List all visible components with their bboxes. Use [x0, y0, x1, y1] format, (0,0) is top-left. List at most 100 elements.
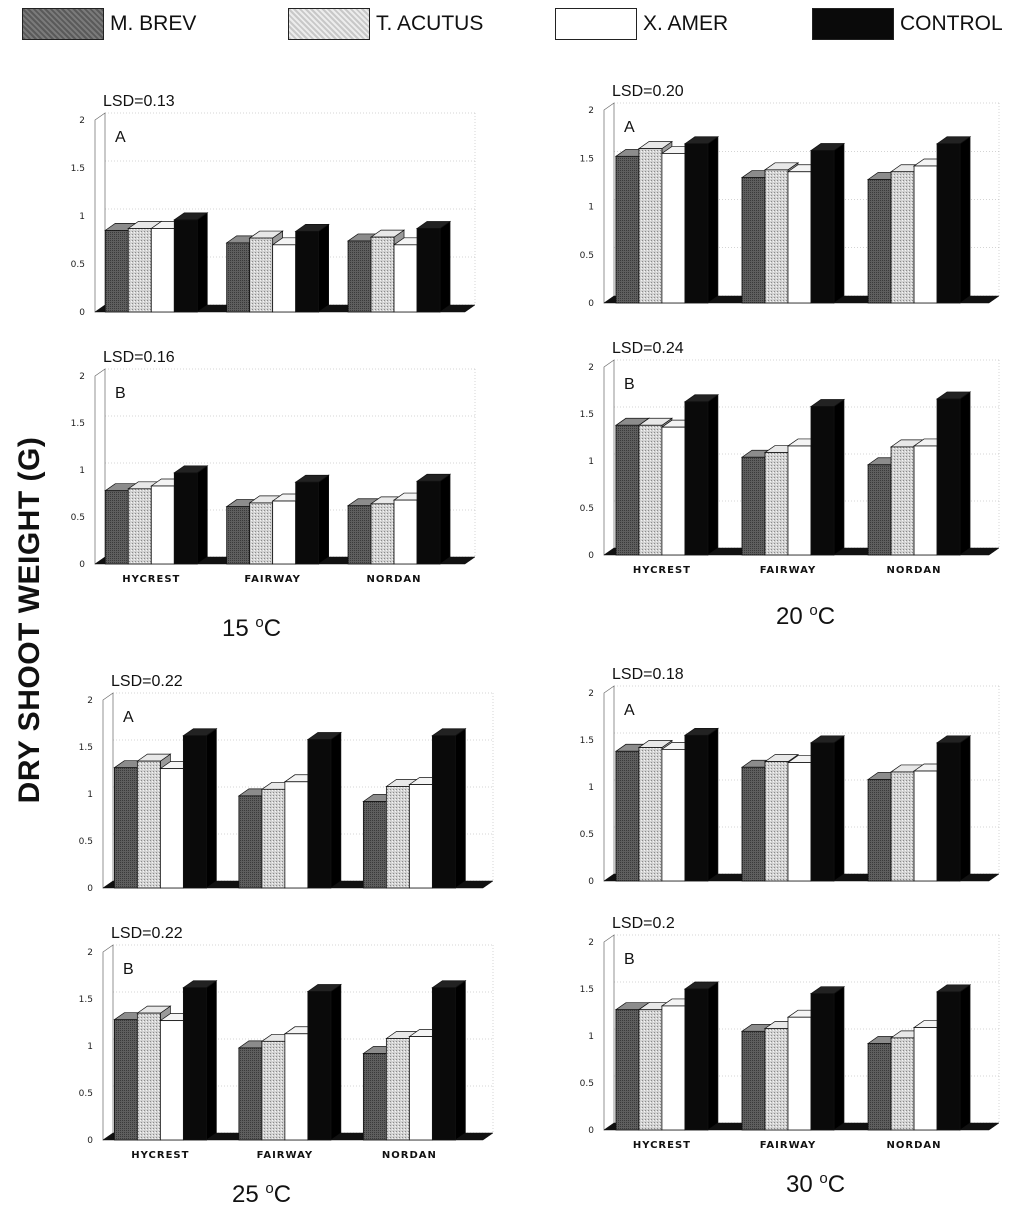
bar: [935, 984, 972, 1131]
bar-side: [318, 223, 330, 313]
category-label: FAIRWAY: [760, 565, 816, 576]
bar-front: [113, 1019, 138, 1141]
chart-panel: 0 0.5 1 1.5 2 HYCREST FAIRWAY NORDAN LSD=0.22 B: [79, 925, 494, 1161]
category-label: HYCREST: [131, 1150, 189, 1161]
y-tick-label: 0: [87, 884, 93, 894]
panel-letter: A: [624, 119, 635, 136]
bar-front: [787, 1016, 812, 1131]
y-tick-label: 1.5: [580, 985, 594, 995]
bar-front: [182, 735, 207, 889]
temperature-label-15: 15 oC: [222, 614, 281, 643]
temperature-unit: C: [273, 1181, 292, 1208]
bar-front: [173, 472, 198, 565]
bar-front: [408, 1036, 433, 1141]
bar-front: [936, 143, 961, 304]
bar-front: [741, 766, 766, 882]
bar-front: [684, 143, 709, 304]
bar-front: [347, 240, 372, 313]
y-tick-label: 0.5: [79, 837, 93, 847]
lsd-label: LSD=0.16: [103, 349, 175, 366]
bar-front: [261, 788, 286, 889]
bar-front: [159, 1020, 184, 1141]
bar-front: [104, 229, 129, 313]
bar-side: [707, 981, 719, 1131]
panel-letter: B: [115, 385, 126, 402]
bar-front: [249, 502, 274, 565]
bar-side: [439, 473, 451, 565]
lsd-label: LSD=0.24: [612, 340, 684, 357]
bar-side: [455, 980, 466, 1141]
bar-front: [238, 795, 263, 889]
category-label: NORDAN: [887, 1140, 942, 1151]
bar-front: [385, 786, 410, 889]
temperature-unit: C: [817, 603, 836, 630]
y-axis-wall: [603, 685, 615, 882]
bar-front: [136, 760, 161, 889]
y-tick-label: 0.5: [79, 1089, 93, 1099]
bar-side: [330, 731, 342, 889]
bar-side: [959, 391, 971, 556]
bar-side: [833, 142, 845, 304]
bar-front: [385, 1038, 410, 1141]
panel-letter: B: [624, 376, 635, 393]
legend-label: T. ACUTUS: [376, 12, 484, 35]
category-label: HYCREST: [633, 565, 691, 576]
bar-front: [810, 742, 835, 882]
chart-panel: 0 0.5 1 1.5 2 LSD=0.18 A: [580, 666, 1000, 887]
lsd-label: LSD=0.22: [111, 673, 183, 690]
bar-front: [431, 735, 456, 889]
bar-front: [787, 445, 812, 556]
y-tick-label: 1.5: [71, 164, 85, 174]
bar-front: [684, 988, 709, 1131]
bar: [294, 223, 330, 313]
bar-side: [833, 398, 845, 556]
bar: [683, 727, 720, 882]
degree-sign: o: [809, 602, 818, 619]
y-tick-label: 2: [87, 696, 93, 706]
bar-side: [439, 220, 451, 313]
temperature-unit: C: [827, 1171, 846, 1198]
bar-front: [284, 1033, 309, 1141]
bar-front: [764, 1028, 789, 1131]
bar-front: [638, 424, 663, 556]
bar: [809, 142, 846, 304]
bar-front: [661, 426, 686, 556]
category-label: NORDAN: [367, 574, 422, 585]
y-tick-label: 0.5: [580, 504, 594, 514]
bar: [935, 735, 972, 882]
y-tick-label: 1: [588, 783, 594, 793]
bar-side: [707, 394, 719, 556]
bar-front: [370, 236, 395, 313]
category-label: NORDAN: [887, 565, 942, 576]
bar-front: [764, 452, 789, 556]
bar-front: [615, 155, 640, 304]
y-tick-label: 1: [87, 790, 93, 800]
legend-swatch-x-amer: [555, 8, 637, 40]
y-tick-label: 1.5: [79, 743, 93, 753]
y-tick-label: 0: [588, 877, 594, 887]
bar-front: [913, 770, 938, 882]
y-tick-label: 0: [79, 308, 85, 318]
bar: [182, 728, 218, 889]
chart-panel: 0 0.5 1 1.5 2 LSD=0.22 A: [79, 673, 494, 894]
bar-front: [416, 228, 441, 313]
bar-front: [150, 485, 175, 565]
bar-front: [238, 1047, 263, 1141]
bar-side: [330, 983, 342, 1141]
bar-front: [867, 464, 892, 556]
panel-letter: A: [115, 129, 126, 146]
y-tick-label: 1: [87, 1042, 93, 1052]
bar-front: [890, 446, 915, 556]
category-label: FAIRWAY: [257, 1150, 313, 1161]
bar-front: [661, 749, 686, 882]
y-tick-label: 0: [87, 1136, 93, 1146]
bar-front: [408, 784, 433, 889]
lsd-label: LSD=0.22: [111, 925, 183, 942]
bar: [182, 980, 218, 1141]
bar: [415, 220, 452, 313]
bar-side: [707, 727, 719, 882]
bar-front: [272, 244, 297, 313]
y-tick-label: 1.5: [580, 154, 594, 164]
y-tick-label: 0: [79, 560, 85, 570]
bar-front: [431, 987, 456, 1141]
